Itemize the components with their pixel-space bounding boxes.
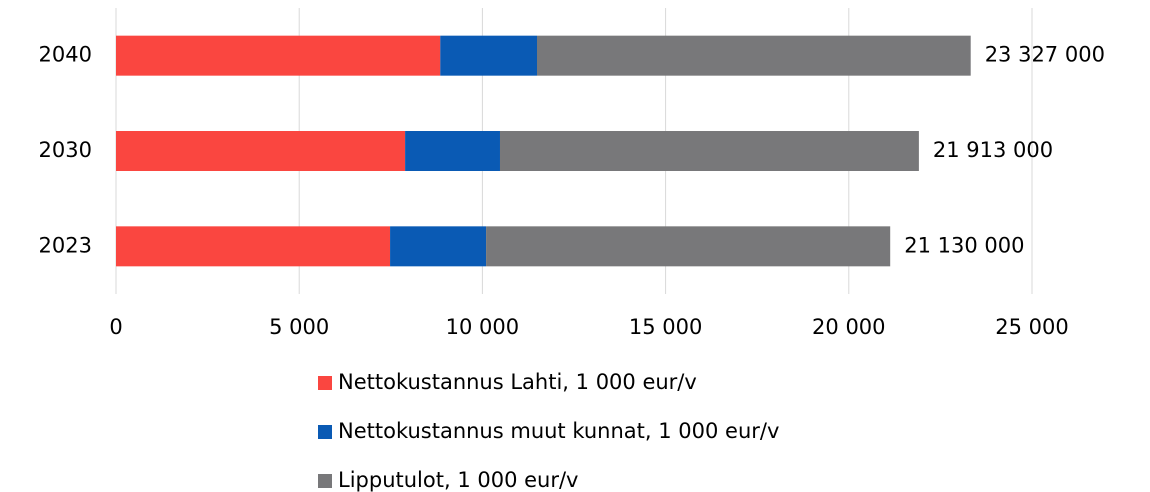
y-tick-label: 2030 <box>39 138 92 162</box>
x-tick-label: 10 000 <box>446 315 519 339</box>
x-tick-label: 0 <box>109 315 122 339</box>
total-label: 21 130 000 <box>904 233 1024 257</box>
bar-segment <box>405 131 500 171</box>
bar-segment <box>116 226 391 267</box>
legend-label: Lipputulot, 1 000 eur/v <box>338 468 578 492</box>
legend-swatch <box>318 474 332 488</box>
legend-label: Nettokustannus Lahti, 1 000 eur/v <box>338 370 697 394</box>
total-label: 23 327 000 <box>985 43 1105 67</box>
bar-segment <box>536 35 971 76</box>
legend-swatch <box>318 425 332 439</box>
legend-swatch <box>318 376 332 390</box>
y-tick-label: 2040 <box>39 43 92 67</box>
bar-segment <box>440 35 537 76</box>
bar-segment <box>116 131 406 171</box>
x-tick-label: 25 000 <box>995 315 1068 339</box>
bar-segment <box>116 35 441 76</box>
bar-segment <box>499 131 919 171</box>
x-tick-label: 5 000 <box>269 315 329 339</box>
bar-segment <box>390 226 487 267</box>
y-tick-label: 2023 <box>39 233 92 257</box>
bar-segment <box>486 226 891 267</box>
x-tick-label: 15 000 <box>629 315 702 339</box>
legend-label: Nettokustannus muut kunnat, 1 000 eur/v <box>338 419 779 443</box>
x-tick-label: 20 000 <box>812 315 885 339</box>
total-label: 21 913 000 <box>933 138 1053 162</box>
